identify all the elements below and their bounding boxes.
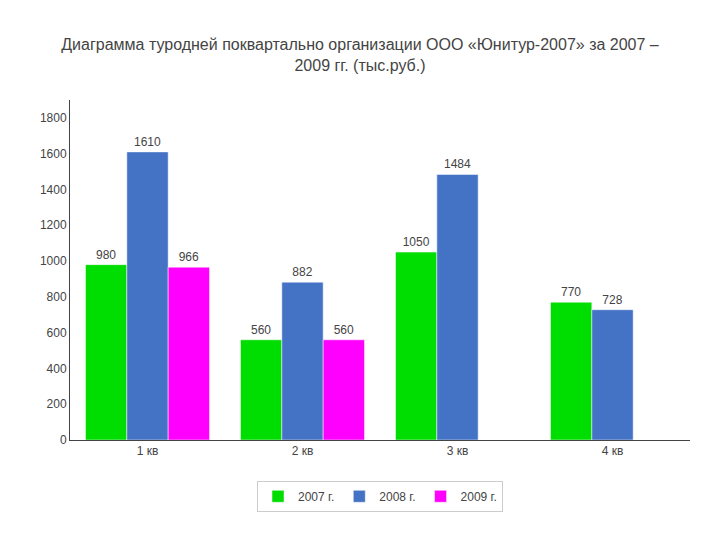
svg-text:1800: 1800 [40, 111, 67, 125]
svg-text:560: 560 [251, 323, 271, 337]
svg-text:1600: 1600 [40, 147, 67, 161]
svg-text:966: 966 [179, 250, 199, 264]
svg-text:1400: 1400 [40, 183, 67, 197]
svg-text:882: 882 [292, 265, 312, 279]
svg-text:600: 600 [47, 326, 67, 340]
svg-text:770: 770 [561, 285, 581, 299]
svg-text:1000: 1000 [40, 254, 67, 268]
svg-text:728: 728 [602, 293, 622, 307]
svg-text:4 кв: 4 кв [602, 444, 624, 458]
svg-text:800: 800 [47, 290, 67, 304]
svg-text:2009 г.: 2009 г. [461, 490, 497, 504]
svg-text:400: 400 [47, 362, 67, 376]
svg-text:2 кв: 2 кв [292, 444, 314, 458]
svg-text:1 кв: 1 кв [137, 444, 159, 458]
svg-text:1484: 1484 [444, 157, 471, 171]
svg-text:1610: 1610 [134, 135, 161, 149]
svg-text:0: 0 [60, 433, 67, 447]
svg-text:1050: 1050 [403, 235, 430, 249]
svg-text:2008 г.: 2008 г. [379, 490, 415, 504]
svg-text:980: 980 [96, 248, 116, 262]
svg-text:200: 200 [47, 397, 67, 411]
svg-text:2007 г.: 2007 г. [298, 490, 334, 504]
svg-text:560: 560 [334, 323, 354, 337]
svg-text:Диаграмма туродней поквартальн: Диаграмма туродней поквартально организа… [61, 36, 659, 74]
svg-text:1200: 1200 [40, 218, 67, 232]
svg-text:3 кв: 3 кв [447, 444, 469, 458]
